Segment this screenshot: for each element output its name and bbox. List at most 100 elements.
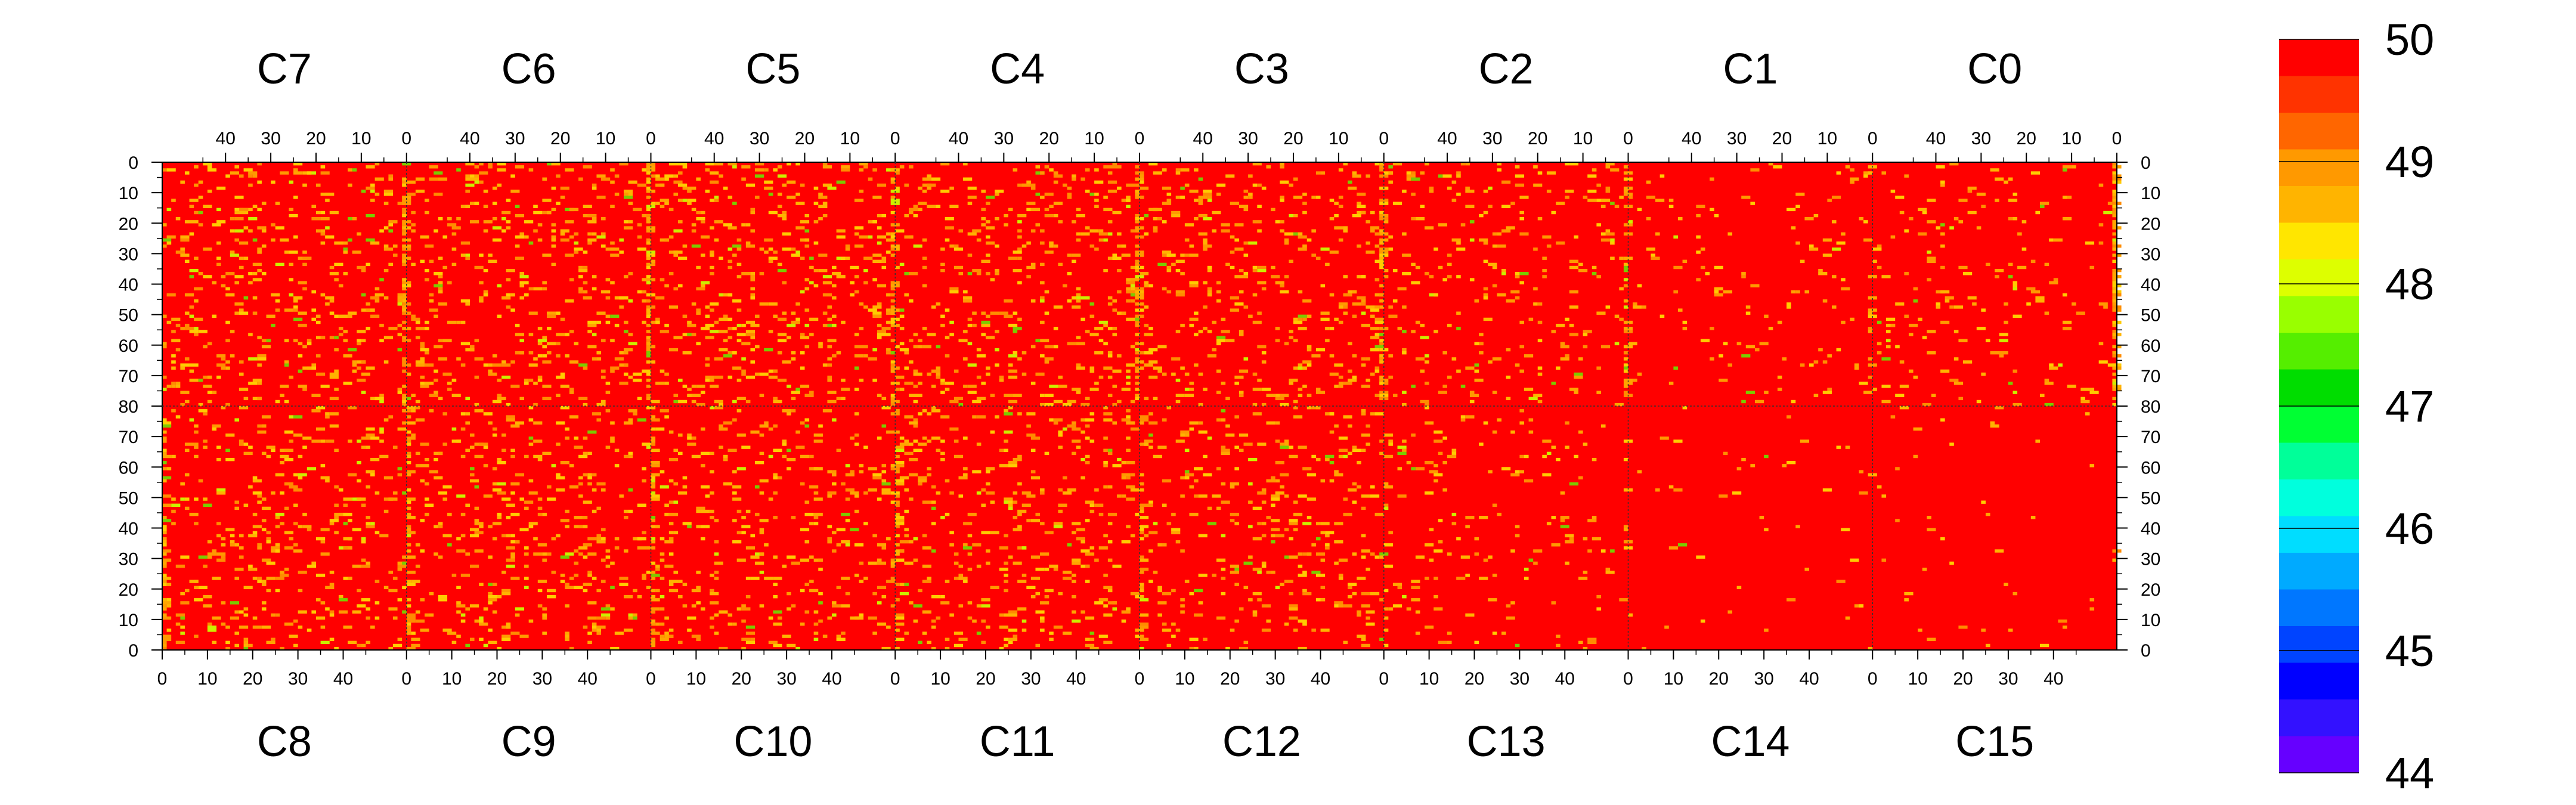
heatmap-cell	[859, 378, 864, 382]
heatmap-cell	[1004, 448, 1008, 452]
heatmap-cell	[1836, 348, 1841, 352]
heatmap-cell	[1791, 226, 1796, 230]
heatmap-cell	[596, 506, 602, 510]
heatmap-cell	[1379, 342, 1384, 346]
heatmap-cell	[691, 229, 696, 233]
heatmap-cell	[1008, 256, 1018, 260]
heatmap-cell	[1479, 442, 1484, 446]
heatmap-cell	[1795, 290, 1800, 294]
heatmap-cell	[651, 464, 660, 467]
heatmap-cell	[1447, 262, 1452, 267]
heatmap-cell	[1053, 400, 1063, 404]
heatmap-cell	[895, 552, 900, 556]
heatmap-cell	[899, 388, 905, 391]
heatmap-cell	[1257, 265, 1267, 270]
heatmap-cell	[357, 604, 366, 608]
heatmap-cell	[406, 571, 416, 574]
heatmap-cell	[1343, 512, 1352, 516]
heatmap-cell	[252, 174, 258, 178]
heatmap-cell	[1985, 262, 1990, 267]
heatmap-cell	[515, 213, 525, 218]
heatmap-cell	[257, 580, 262, 583]
heatmap-cell	[1212, 320, 1216, 324]
heatmap-cell	[927, 439, 931, 443]
heatmap-cell	[510, 360, 515, 364]
heatmap-cell	[899, 348, 909, 352]
heatmap-cell	[1460, 223, 1466, 227]
heatmap-cell	[1374, 412, 1384, 416]
heatmap-cell	[460, 299, 470, 303]
heatmap-cell	[1411, 177, 1420, 181]
heatmap-cell	[976, 354, 986, 358]
heatmap-cell	[429, 177, 438, 181]
heatmap-cell	[2112, 302, 2117, 306]
heatmap-cell	[958, 229, 964, 233]
heatmap-cell	[1289, 336, 1293, 339]
heatmap-cell	[1112, 253, 1117, 257]
heatmap-cell	[402, 360, 407, 364]
heatmap-cell	[1198, 196, 1208, 199]
heatmap-cell	[406, 583, 416, 586]
heatmap-cell	[239, 439, 244, 443]
heatmap-cell	[1438, 223, 1447, 227]
heatmap-cell	[302, 256, 312, 260]
heatmap-cell	[1519, 210, 1524, 215]
heatmap-cell	[2112, 402, 2117, 407]
heatmap-cell	[922, 610, 931, 614]
heatmap-cell	[271, 180, 275, 184]
heatmap-cell	[646, 186, 651, 190]
heatmap-cell	[668, 457, 679, 462]
heatmap-cell	[1877, 265, 1882, 270]
heatmap-cell	[859, 470, 864, 473]
heatmap-cell	[1492, 430, 1497, 434]
heatmap-cell	[198, 586, 208, 590]
heatmap-cell	[822, 165, 832, 169]
heatmap-cell	[239, 406, 249, 410]
heatmap-cell	[922, 256, 927, 260]
heatmap-cell	[302, 388, 307, 391]
heatmap-cell	[1492, 284, 1497, 287]
heatmap-cell	[850, 491, 859, 495]
heatmap-cell	[565, 427, 569, 431]
heatmap-cell	[162, 613, 167, 617]
heatmap-cell	[1053, 421, 1058, 425]
heatmap-cell	[524, 378, 529, 382]
heatmap-cell	[248, 534, 258, 538]
heatmap-cell	[714, 519, 719, 522]
heatmap-cell	[1506, 299, 1515, 303]
heatmap-cell	[614, 537, 620, 541]
heatmap-cell	[832, 601, 837, 605]
heatmap-cell	[759, 247, 764, 251]
heatmap-cell	[651, 589, 656, 593]
heatmap-cell	[216, 491, 226, 495]
heatmap-cell	[931, 369, 941, 373]
heatmap-cell	[1198, 213, 1208, 218]
heatmap-cell	[1072, 610, 1076, 614]
heatmap-cell	[1306, 552, 1312, 556]
heatmap-cell	[479, 296, 484, 300]
heatmap-cell	[180, 402, 185, 407]
heatmap-cell	[691, 385, 696, 388]
heatmap-cell	[1094, 180, 1104, 184]
heatmap-cell	[610, 586, 615, 590]
heatmap-cell	[1329, 412, 1335, 416]
heatmap-cell	[1180, 196, 1185, 199]
heatmap-cell	[931, 506, 936, 510]
heatmap-cell	[854, 290, 859, 294]
heatmap-cell	[913, 205, 918, 208]
heatmap-cell	[2012, 402, 2022, 407]
heatmap-cell	[1198, 330, 1203, 333]
heatmap-cell	[800, 421, 805, 425]
heatmap-cell	[1194, 168, 1199, 172]
heatmap-cell	[479, 637, 484, 641]
heatmap-cell	[366, 366, 375, 370]
heatmap-cell	[406, 534, 411, 538]
heatmap-cell	[483, 293, 488, 297]
heatmap-cell	[637, 546, 646, 550]
heatmap-cell	[895, 494, 900, 498]
heatmap-cell	[1967, 190, 1973, 193]
heatmap-cell	[1442, 436, 1447, 440]
heatmap-cell	[909, 299, 914, 303]
heatmap-cell	[940, 457, 945, 462]
heatmap-cell	[225, 448, 230, 452]
